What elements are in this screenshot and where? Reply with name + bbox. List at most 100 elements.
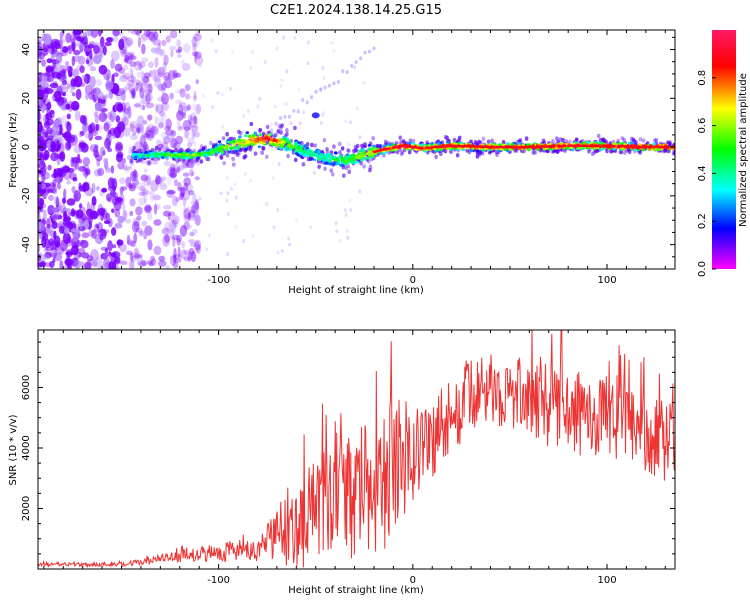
ridge-point bbox=[299, 152, 303, 155]
noise-point bbox=[75, 88, 82, 100]
noise-point bbox=[145, 227, 149, 236]
noise-point bbox=[117, 161, 125, 170]
noise-point bbox=[39, 153, 45, 165]
ridge-point bbox=[284, 145, 289, 149]
noise-point bbox=[305, 100, 309, 105]
noise-point bbox=[38, 242, 41, 253]
noise-point bbox=[190, 171, 195, 177]
noise-point bbox=[163, 72, 171, 80]
noise-point bbox=[87, 30, 92, 37]
ridge-point bbox=[189, 151, 193, 154]
ridge-point bbox=[280, 145, 284, 149]
noise-point bbox=[190, 204, 197, 214]
noise-point bbox=[131, 30, 138, 35]
noise-point bbox=[61, 46, 69, 54]
noise-point bbox=[66, 83, 71, 90]
noise-point bbox=[347, 142, 351, 147]
halo-point bbox=[524, 136, 529, 142]
halo-point bbox=[340, 146, 345, 151]
halo-point bbox=[280, 123, 284, 128]
noise-point bbox=[358, 189, 362, 194]
ridge-peak-point bbox=[412, 146, 417, 149]
noise-point bbox=[166, 131, 173, 141]
noise-point bbox=[46, 118, 54, 126]
halo-point bbox=[518, 138, 523, 143]
noise-point bbox=[117, 106, 123, 113]
noise-point bbox=[139, 60, 146, 69]
noise-point bbox=[82, 156, 91, 167]
noise-point bbox=[61, 165, 70, 174]
noise-point bbox=[120, 187, 124, 192]
ridge-peak-point bbox=[632, 145, 637, 148]
noise-point bbox=[192, 193, 197, 204]
colorbar-tick-label: 0.2 bbox=[697, 213, 708, 229]
noise-point bbox=[43, 192, 48, 199]
noise-point bbox=[159, 48, 166, 57]
noise-point bbox=[93, 168, 102, 177]
noise-point bbox=[118, 67, 125, 75]
noise-point bbox=[214, 49, 218, 54]
ridge-peak-point bbox=[435, 145, 440, 149]
noise-point bbox=[182, 43, 191, 53]
noise-point bbox=[155, 49, 164, 56]
noise-point bbox=[198, 196, 202, 201]
halo-point bbox=[347, 148, 351, 154]
noise-point bbox=[176, 166, 181, 173]
noise-point bbox=[59, 49, 69, 57]
noise-point bbox=[155, 174, 161, 186]
noise-point bbox=[141, 70, 145, 83]
ridge-point bbox=[297, 141, 302, 145]
noise-point bbox=[92, 88, 97, 94]
noise-point bbox=[182, 119, 192, 132]
noise-point bbox=[183, 177, 191, 186]
ridge-point bbox=[339, 163, 343, 167]
noise-point bbox=[91, 229, 97, 240]
noise-point bbox=[186, 94, 190, 99]
noise-point bbox=[175, 72, 180, 79]
ridge-peak-point bbox=[524, 145, 529, 149]
noise-point bbox=[70, 244, 79, 256]
noise-point bbox=[44, 251, 52, 259]
noise-point bbox=[58, 90, 64, 96]
ridge-point bbox=[275, 143, 279, 147]
noise-point bbox=[208, 233, 212, 238]
noise-point bbox=[46, 75, 54, 83]
noise-point bbox=[193, 141, 197, 146]
noise-point bbox=[258, 96, 262, 101]
noise-point bbox=[127, 55, 137, 61]
noise-point bbox=[169, 45, 177, 51]
ridge-point bbox=[362, 144, 367, 148]
noise-point bbox=[143, 132, 148, 139]
noise-point bbox=[184, 129, 189, 139]
noise-point bbox=[93, 123, 97, 134]
halo-point bbox=[154, 145, 159, 151]
ridge-point bbox=[134, 152, 139, 156]
ridge-peak-point bbox=[655, 145, 661, 149]
noise-point bbox=[68, 44, 73, 55]
noise-point bbox=[156, 139, 163, 146]
noise-point bbox=[195, 103, 202, 115]
noise-point bbox=[54, 252, 63, 262]
ridge-peak-point bbox=[431, 146, 437, 149]
halo-point bbox=[313, 143, 318, 148]
y-tick-label: 2000 bbox=[21, 496, 32, 521]
noise-point bbox=[148, 30, 157, 35]
noise-point bbox=[51, 187, 58, 195]
noise-point bbox=[104, 160, 109, 170]
halo-point bbox=[225, 132, 229, 137]
ridge-point bbox=[332, 155, 337, 159]
noise-point bbox=[143, 141, 148, 152]
x-tick-label: 0 bbox=[410, 275, 416, 286]
noise-point bbox=[175, 197, 180, 203]
noise-point bbox=[119, 260, 128, 265]
ridge-point bbox=[154, 153, 158, 157]
noise-point bbox=[251, 234, 255, 239]
noise-point bbox=[190, 125, 199, 132]
noise-point bbox=[142, 120, 148, 125]
ridge-peak-point bbox=[547, 145, 552, 148]
noise-point bbox=[169, 163, 176, 175]
ridge-point bbox=[133, 155, 138, 159]
noise-point bbox=[41, 254, 51, 260]
noise-point bbox=[343, 208, 347, 213]
noise-point bbox=[122, 162, 128, 171]
